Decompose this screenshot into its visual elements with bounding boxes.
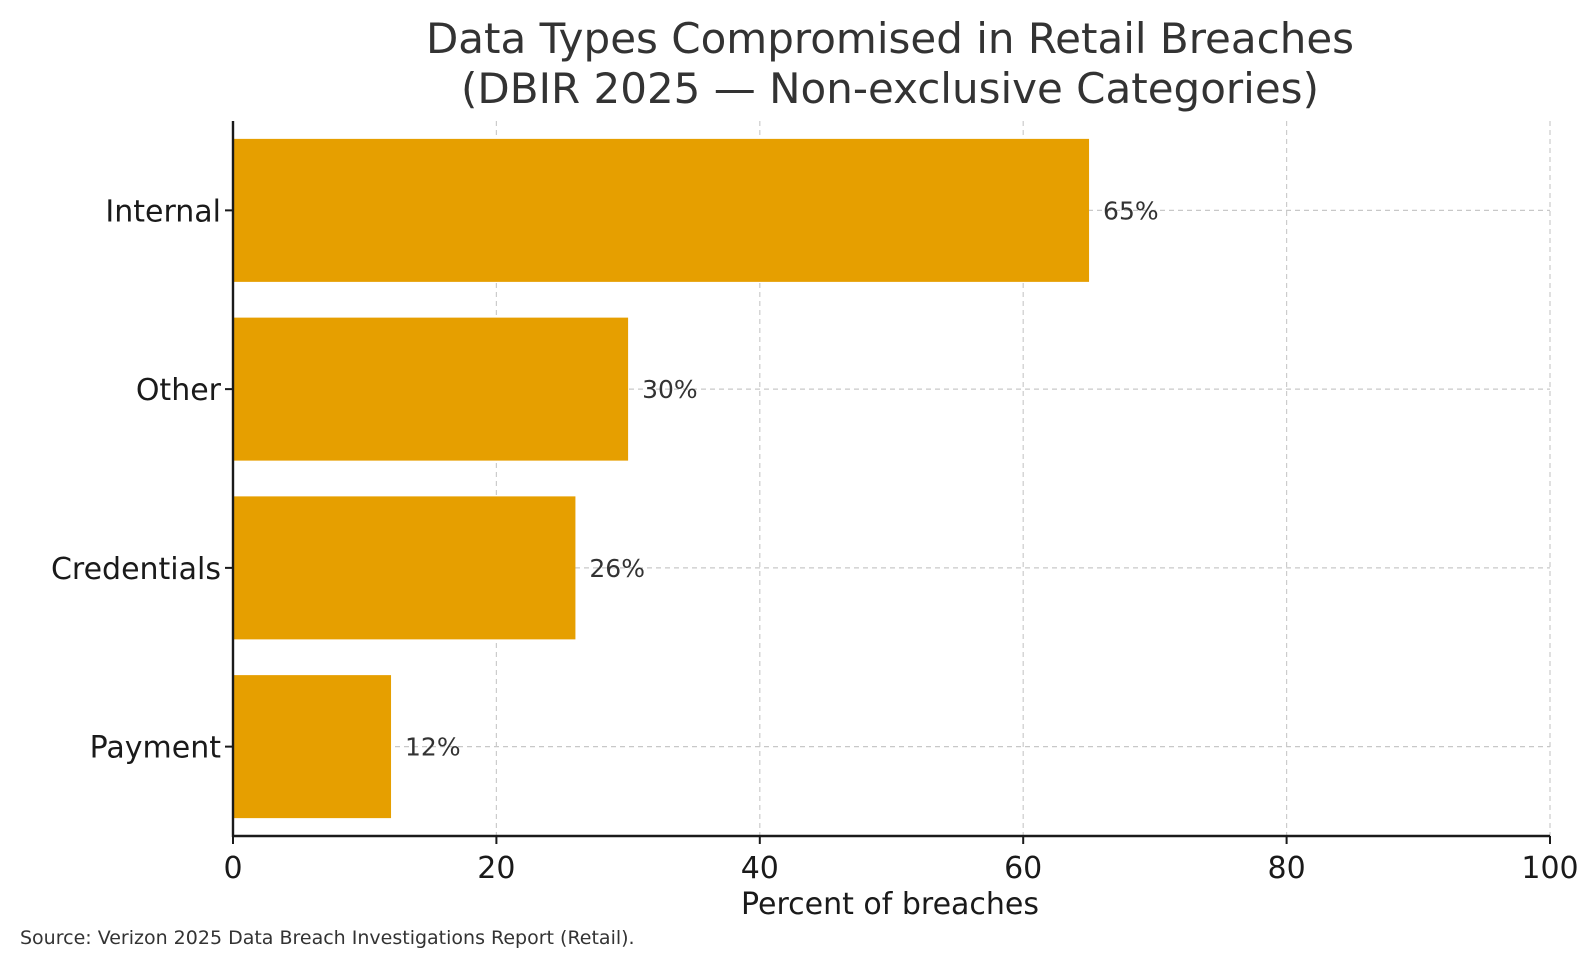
bars — [233, 139, 1089, 818]
x-tick-label: 60 — [1004, 851, 1042, 886]
bar-payment — [233, 675, 391, 818]
x-tick-label: 40 — [741, 851, 779, 886]
category-label: Internal — [105, 194, 221, 229]
x-tick-label: 20 — [477, 851, 515, 886]
x-axis-label: Percent of breaches — [741, 887, 1039, 922]
category-label: Payment — [90, 731, 222, 766]
bar-credentials — [233, 496, 575, 639]
chart-title: Data Types Compromised in Retail Breache… — [426, 14, 1354, 113]
bar-internal — [233, 139, 1089, 282]
data-label: 12% — [405, 733, 461, 762]
category-label: Credentials — [51, 552, 221, 587]
chart-title-line-1: Data Types Compromised in Retail Breache… — [426, 14, 1354, 63]
chart-title-line-2: (DBIR 2025 — Non-exclusive Categories) — [461, 64, 1319, 113]
data-label: 30% — [642, 375, 698, 404]
x-tick-label: 0 — [223, 851, 242, 886]
bar-other — [233, 318, 628, 461]
source-note: Source: Verizon 2025 Data Breach Investi… — [20, 927, 635, 949]
x-tick-label: 80 — [1268, 851, 1306, 886]
data-label: 65% — [1103, 196, 1159, 225]
data-label: 26% — [589, 554, 645, 583]
category-label: Other — [136, 373, 222, 408]
x-tick-label: 100 — [1521, 851, 1578, 886]
